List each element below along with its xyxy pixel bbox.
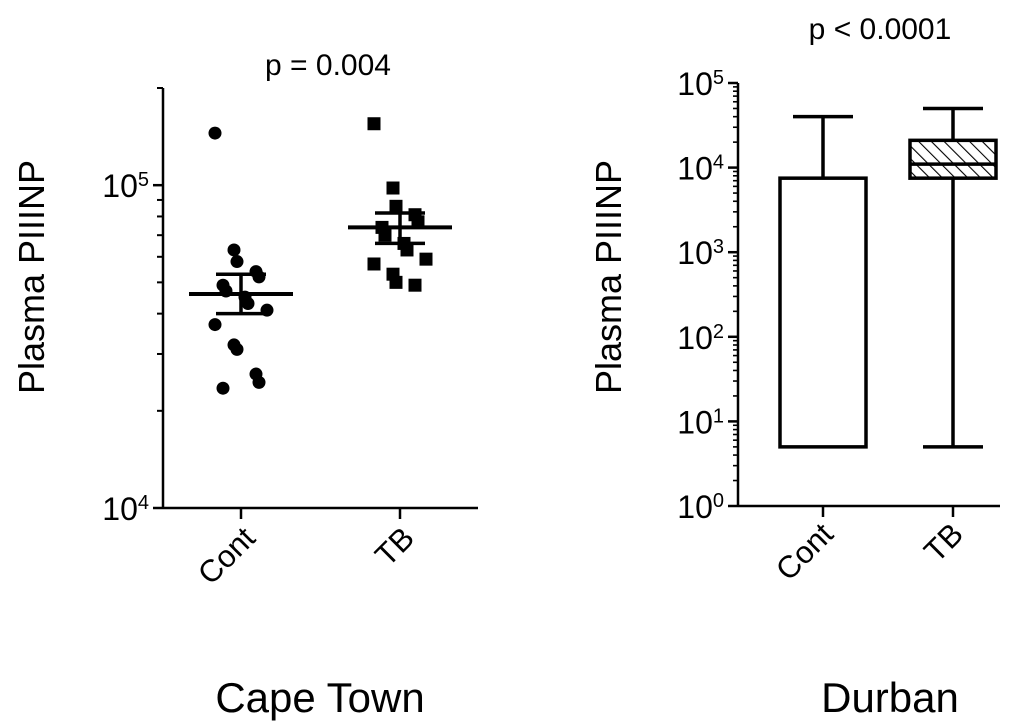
y-axis-label-right: Plasma PIIINP	[588, 160, 629, 394]
caption-durban: Durban	[821, 674, 959, 721]
data-point-cont	[216, 381, 230, 395]
y-axis-label-left: Plasma PIIINP	[11, 160, 52, 394]
x-tick-label-left: Cont	[191, 520, 262, 591]
data-point-cont	[241, 297, 255, 311]
data-point-cont	[208, 318, 222, 332]
x-ticks-right: Cont TB	[769, 506, 970, 587]
data-point-tb	[367, 117, 381, 131]
caption-cape-town: Cape Town	[215, 674, 424, 721]
annotation-p-value-right: p < 0.0001	[809, 13, 952, 46]
axes-left	[161, 88, 478, 510]
y-tick-label-right: 104	[677, 151, 724, 187]
box-cont	[778, 176, 868, 449]
data-point-tb	[367, 257, 381, 271]
box-tb	[908, 138, 998, 180]
data-point-tb	[419, 252, 433, 266]
x-tick-label-right: Cont	[769, 516, 840, 587]
y-tick-label-right: 100	[677, 489, 724, 525]
data-point-tb	[411, 215, 425, 229]
data-point-tb	[408, 278, 422, 292]
annotation-p-value-left: p = 0.004	[265, 49, 391, 82]
y-tick-label-right: 105	[677, 66, 724, 102]
data-point-tb	[400, 243, 414, 257]
data-point-cont	[252, 270, 266, 284]
y-tick-label-right: 102	[677, 320, 724, 356]
panel-durban: p < 0.0001 Plasma PIIINP 100 101 102 103 104…	[588, 13, 1000, 721]
data-point-cont	[252, 375, 266, 389]
data-point-tb	[389, 275, 403, 289]
data-point-tb	[386, 181, 400, 195]
axes-right	[736, 83, 1000, 508]
data-points-left	[189, 117, 452, 395]
y-tick-label-right: 101	[677, 404, 724, 440]
y-tick-label-left: 104	[102, 491, 149, 527]
y-ticks-left: 104 105	[102, 87, 163, 527]
y-tick-label-left: 105	[102, 168, 149, 204]
y-tick-label-right: 103	[677, 235, 724, 271]
y-ticks-right: 100 101 102 103 104 105	[677, 66, 738, 525]
data-point-tb	[378, 228, 392, 242]
x-tick-label-right: TB	[917, 516, 970, 569]
data-point-tb	[389, 199, 403, 213]
boxes-right	[778, 106, 998, 449]
x-tick-label-left: TB	[368, 520, 421, 573]
panel-cape-town: p = 0.004 Plasma PIIINP 104 105 Cont TB Ca…	[11, 49, 478, 721]
data-point-cont	[230, 255, 244, 269]
data-point-cont	[208, 126, 222, 140]
data-point-cont	[230, 342, 244, 356]
data-point-cont	[227, 243, 241, 257]
x-ticks-left: Cont TB	[191, 508, 421, 591]
